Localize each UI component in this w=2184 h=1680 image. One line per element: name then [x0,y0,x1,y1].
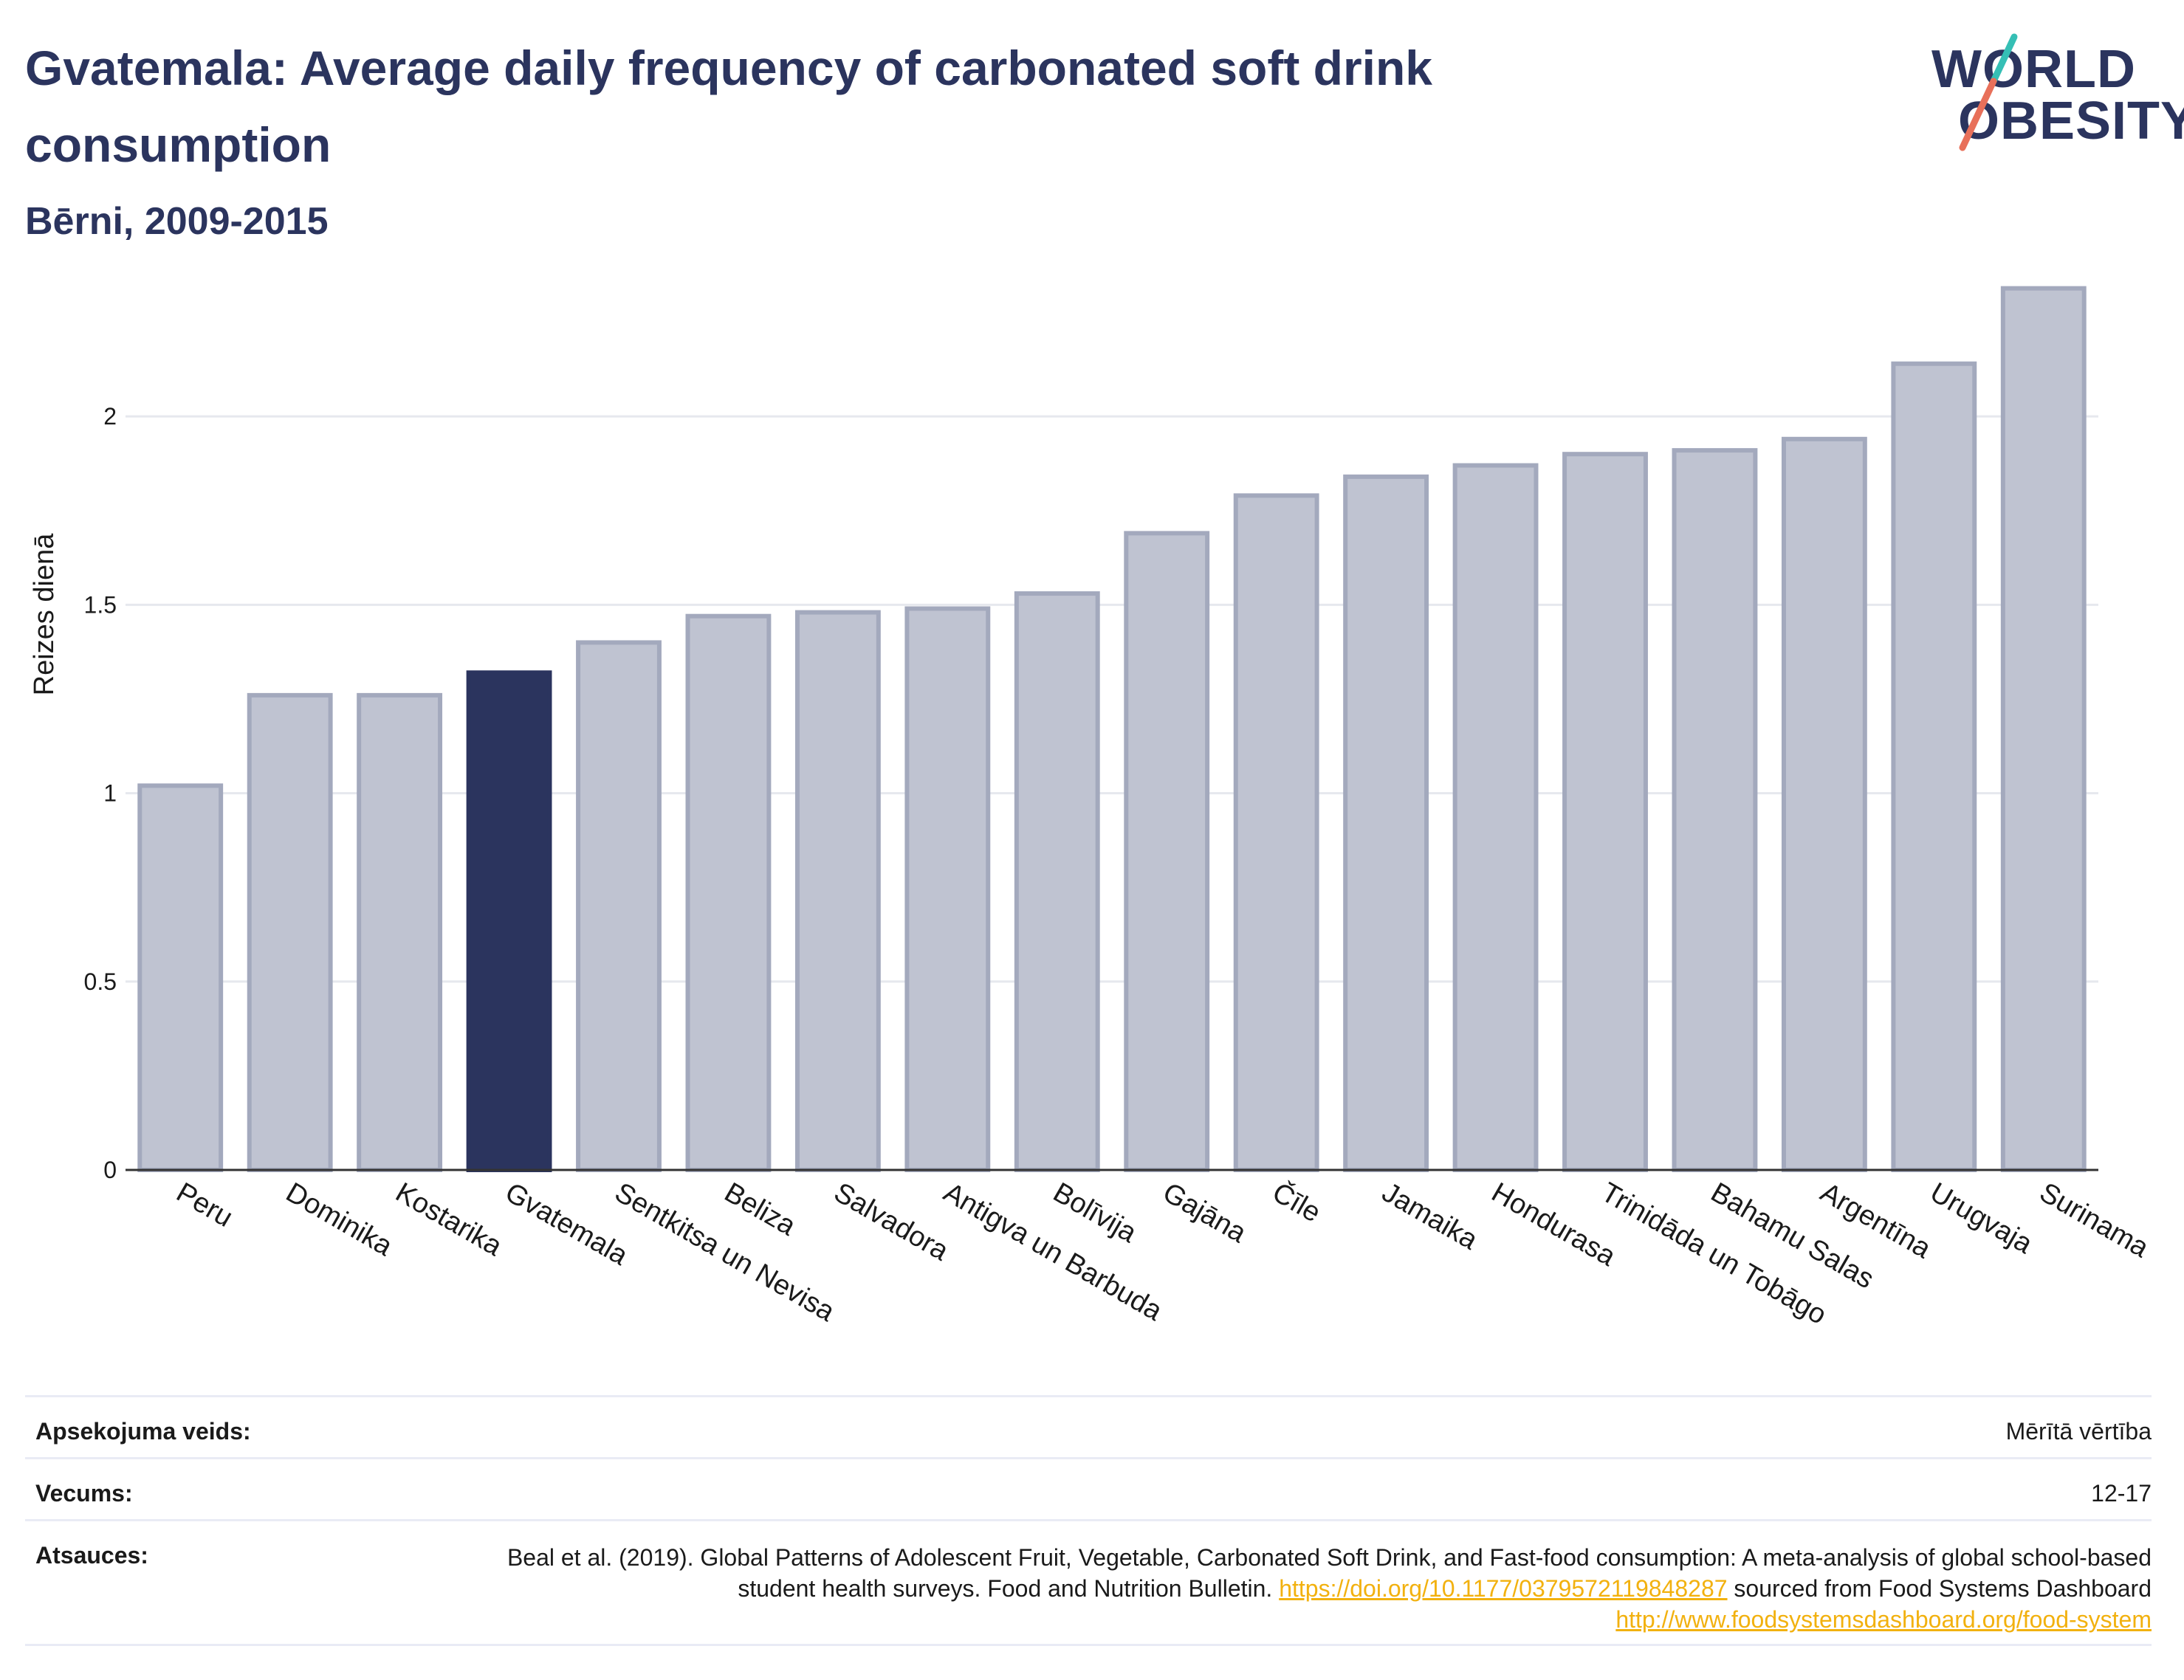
bar-gvatemala[interactable] [466,670,552,1172]
bar-kostarika[interactable] [357,692,443,1172]
x-tick-label: Jamaika [1377,1177,1483,1256]
food-systems-link[interactable]: http://www.foodsystemsdashboard.org/food… [1615,1606,2152,1633]
logo-line-1: WORLD [1931,40,2136,99]
bar-bahamu-salas[interactable] [1672,448,1758,1172]
bar-sentkitsa-un-nevisa[interactable] [576,640,662,1172]
x-tick-label: Surinama [2034,1177,2154,1264]
bar-antigva-un-barbuda[interactable] [904,606,991,1172]
bar-argentīna[interactable] [1781,436,1867,1172]
x-tick-label: Dominika [281,1177,398,1262]
bar-hondurasa[interactable] [1452,463,1539,1173]
meta-row-age: Vecums: 12-17 [25,1457,2152,1521]
world-obesity-logo: WORLD OBESITY [1920,30,2184,162]
bar-beliza[interactable] [685,613,772,1172]
sources-text-1: Beal et al. (2019). Global Patterns of A… [506,1544,2152,1602]
y-tick-label: 0 [103,1157,117,1183]
logo-slash-icon [1959,33,2018,151]
survey-type-label: Apsekojuma veids: [35,1418,251,1445]
sources-text-2: sourced from Food Systems Dashboard [1734,1575,2152,1602]
y-tick-label: 2 [103,403,117,430]
bar-trinidāda-un-tobāgo[interactable] [1562,452,1648,1173]
doi-link[interactable]: https://doi.org/10.1177/0379572119848287 [1279,1575,1728,1602]
grid-lines [126,415,2098,983]
meta-row-sources: Atsauces: Beal et al. (2019). Global Pat… [25,1519,2152,1646]
sources-label: Atsauces: [35,1542,148,1569]
bars [137,286,2087,1173]
age-value: 12-17 [2091,1480,2152,1507]
y-axis-label: Reizes dienā [29,533,60,696]
x-tick-label: Gajāna [1158,1177,1252,1249]
survey-type-value: Mērītā vērtība [2005,1418,2152,1445]
y-tick-label: 1.5 [84,591,117,618]
x-tick-label: Salvadora [828,1177,954,1267]
x-tick-label: Urugvaja [1925,1177,2038,1260]
logo-line-2: OBESITY [1958,92,2184,151]
chart-title: Gvatemala: Average daily frequency of ca… [25,41,1433,172]
x-tick-label: Kostarika [391,1177,508,1262]
sources-text: Beal et al. (2019). Global Patterns of A… [453,1542,2152,1635]
x-tick-label: Hondurasa [1486,1177,1621,1273]
meta-row-survey-type: Apsekojuma veids: Mērītā vērtība [25,1395,2152,1459]
bar-jamaika[interactable] [1343,474,1429,1173]
bar-gajāna[interactable] [1124,531,1210,1173]
y-tick-label: 1 [103,780,117,807]
age-label: Vecums: [35,1480,133,1507]
x-tick-label: Peru [171,1177,238,1233]
bar-surinama[interactable] [2000,286,2087,1172]
bar-bolīvija[interactable] [1014,591,1100,1172]
x-tick-label: Čīle [1267,1176,1327,1229]
chart-subtitle: Bērni, 2009-2015 [25,200,329,243]
y-tick-label: 0.5 [84,968,117,995]
x-tick-label: Bolīvija [1048,1177,1142,1249]
bar-salvadora[interactable] [794,610,881,1173]
x-tick-label: Gvatemala [500,1177,633,1272]
bar-peru[interactable] [137,783,224,1172]
x-tick-label: Beliza [719,1177,801,1242]
bar-urugvaja[interactable] [1891,361,1977,1172]
bar-čīle[interactable] [1233,493,1319,1172]
bar-dominika[interactable] [247,692,333,1172]
